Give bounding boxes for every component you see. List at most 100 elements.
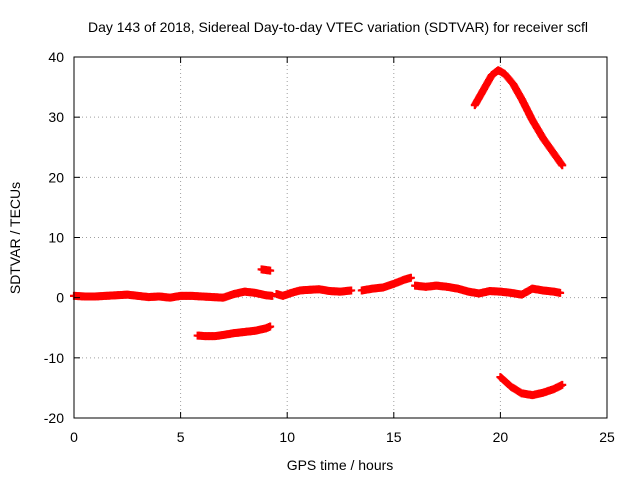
data-point [368,284,377,293]
data-point [229,290,238,299]
data-point [517,389,526,398]
data-point [251,288,260,297]
data-point [176,291,185,300]
series-7 [496,373,567,400]
data-point [229,329,238,338]
data-point [219,293,228,302]
data-point [539,134,548,143]
data-point [287,288,296,297]
data-point [219,330,228,339]
data-point [475,289,484,298]
chart-title: Day 143 of 2018, Sidereal Day-to-day VTE… [88,19,588,35]
series-layer [70,66,567,400]
data-point [197,292,206,301]
y-tick-label: 40 [48,49,64,65]
data-point [272,290,281,299]
data-point [411,281,420,290]
data-point [470,101,479,110]
data-point [240,327,249,336]
series-2 [357,273,415,295]
series-3 [411,281,565,299]
data-point [325,287,334,296]
data-point [528,116,537,125]
data-point [485,287,494,296]
data-point [539,286,548,295]
x-tick-label: 0 [70,429,78,445]
data-point [496,373,505,382]
data-point [509,80,518,89]
data-point [187,291,196,300]
data-point [539,388,548,397]
data-point [494,66,503,75]
data-point [193,331,202,340]
data-point [432,281,441,290]
x-tick-label: 5 [177,429,185,445]
data-point [496,287,505,296]
data-point [251,326,260,335]
x-axis-label: GPS time / hours [287,457,394,473]
data-point [295,286,304,295]
y-tick-label: 10 [48,230,64,246]
axis-ticks: 0 5 10 15 20 25 -20 -10 0 10 20 30 40 [44,49,615,445]
data-point [266,266,275,275]
x-tick-label: 20 [493,429,509,445]
data-point [406,273,415,282]
data-point [144,293,153,302]
y-tick-label: -20 [44,410,64,426]
data-point [453,284,462,293]
data-point [357,286,366,295]
data-point [379,283,388,292]
data-point [123,290,132,299]
data-point [240,287,249,296]
data-point [80,292,89,301]
data-point [464,287,473,296]
series-1 [272,285,356,300]
y-tick-label: 0 [56,290,64,306]
data-point [479,86,488,95]
x-tick-label: 25 [599,429,615,445]
data-point [528,391,537,400]
data-point [549,287,558,296]
data-point [507,382,516,391]
data-point [315,285,324,294]
data-point [208,293,217,302]
data-point [400,275,409,284]
data-point [528,284,537,293]
data-point [347,286,356,295]
data-point [133,291,142,300]
data-point [517,95,526,104]
data-point [558,380,567,389]
data-point [112,291,121,300]
data-point [336,287,345,296]
data-point [556,288,565,297]
data-point [155,292,164,301]
series-5 [257,265,275,275]
data-point [101,291,110,300]
data-point [304,285,313,294]
data-point [266,322,275,331]
series-4 [193,322,275,341]
data-point [202,332,211,341]
data-point [268,291,277,300]
data-point [210,332,219,341]
y-tick-label: -10 [44,350,64,366]
data-point [389,279,398,288]
data-point [549,385,558,394]
x-tick-label: 10 [279,429,295,445]
data-point [517,290,526,299]
data-point [278,291,287,300]
data-point [558,161,567,170]
y-axis-label: SDTVAR / TECUs [7,182,23,294]
x-tick-label: 15 [386,429,402,445]
y-tick-label: 20 [48,169,64,185]
data-point [261,324,270,333]
data-point [549,149,558,158]
data-point [500,69,509,78]
data-point [443,282,452,291]
data-point [421,282,430,291]
series-6 [470,66,567,170]
data-point [507,288,516,297]
data-point [165,293,174,302]
